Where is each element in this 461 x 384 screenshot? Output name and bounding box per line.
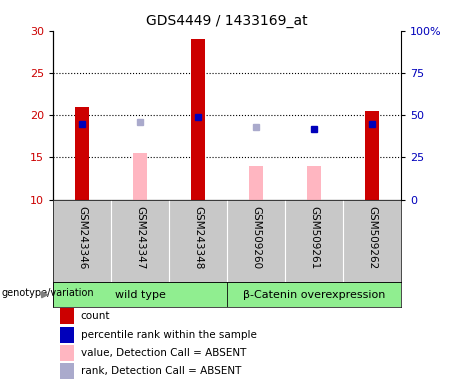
Text: wild type: wild type xyxy=(115,290,165,300)
Bar xyxy=(227,282,401,307)
Text: value, Detection Call = ABSENT: value, Detection Call = ABSENT xyxy=(81,348,246,358)
Text: GSM509261: GSM509261 xyxy=(309,206,319,270)
Text: GSM509262: GSM509262 xyxy=(367,206,377,270)
Bar xyxy=(249,166,263,200)
Bar xyxy=(60,308,74,324)
Text: GSM509260: GSM509260 xyxy=(251,206,261,270)
Bar xyxy=(60,345,74,361)
Bar xyxy=(191,39,205,200)
Text: genotype/variation: genotype/variation xyxy=(1,288,94,298)
Bar xyxy=(307,166,321,200)
Text: GSM243347: GSM243347 xyxy=(135,206,145,270)
Bar xyxy=(365,111,379,200)
Bar xyxy=(75,107,89,200)
Bar xyxy=(133,153,147,200)
Bar xyxy=(60,327,74,343)
Text: GSM243346: GSM243346 xyxy=(77,206,87,270)
Text: rank, Detection Call = ABSENT: rank, Detection Call = ABSENT xyxy=(81,366,241,376)
Text: count: count xyxy=(81,311,110,321)
Text: β-Catenin overexpression: β-Catenin overexpression xyxy=(243,290,385,300)
Text: GSM243348: GSM243348 xyxy=(193,206,203,270)
Bar xyxy=(53,282,227,307)
Text: percentile rank within the sample: percentile rank within the sample xyxy=(81,329,257,340)
Title: GDS4449 / 1433169_at: GDS4449 / 1433169_at xyxy=(146,14,308,28)
Bar xyxy=(60,363,74,379)
